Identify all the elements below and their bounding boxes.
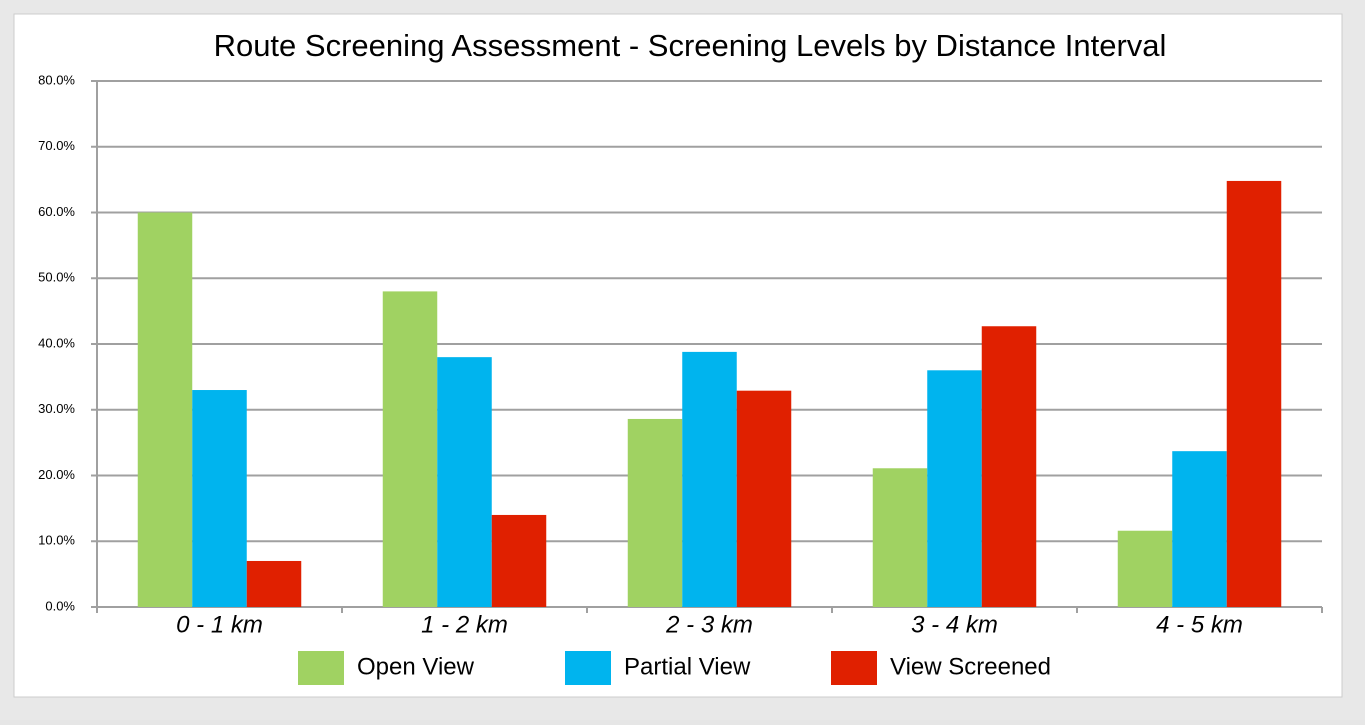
legend-label: Open View — [357, 653, 475, 680]
bar — [736, 390, 792, 607]
legend-swatch — [565, 651, 611, 685]
bar — [1172, 451, 1227, 607]
chart-title: Route Screening Assessment - Screening L… — [214, 28, 1167, 63]
bar — [981, 326, 1037, 607]
bar — [627, 418, 683, 607]
legend-label: Partial View — [624, 653, 751, 680]
y-tick-label: 0.0% — [45, 598, 75, 613]
x-tick-label: 4 - 5 km — [1156, 611, 1243, 638]
y-tick-label: 40.0% — [38, 335, 75, 350]
bar — [246, 560, 302, 607]
y-tick-label: 80.0% — [38, 72, 75, 87]
y-tick-label: 70.0% — [38, 138, 75, 153]
bar — [192, 390, 247, 607]
y-tick-label: 30.0% — [38, 401, 75, 416]
x-tick-label: 3 - 4 km — [911, 611, 998, 638]
legend-swatch — [298, 651, 344, 685]
legend-label: View Screened — [890, 653, 1051, 680]
bar — [927, 370, 982, 607]
bar — [872, 468, 928, 607]
y-tick-label: 20.0% — [38, 467, 75, 482]
x-tick-label: 1 - 2 km — [421, 611, 508, 638]
bar — [137, 212, 193, 607]
legend-swatch — [831, 651, 877, 685]
bar — [437, 357, 492, 607]
x-tick-label: 0 - 1 km — [176, 611, 263, 638]
bar — [682, 351, 737, 607]
bar — [382, 291, 438, 607]
x-tick-label: 2 - 3 km — [665, 611, 753, 638]
bar — [1226, 180, 1282, 607]
bar — [491, 514, 547, 607]
y-tick-label: 60.0% — [38, 204, 75, 219]
y-tick-label: 50.0% — [38, 270, 75, 285]
bar — [1117, 530, 1173, 607]
y-tick-label: 10.0% — [38, 533, 75, 548]
